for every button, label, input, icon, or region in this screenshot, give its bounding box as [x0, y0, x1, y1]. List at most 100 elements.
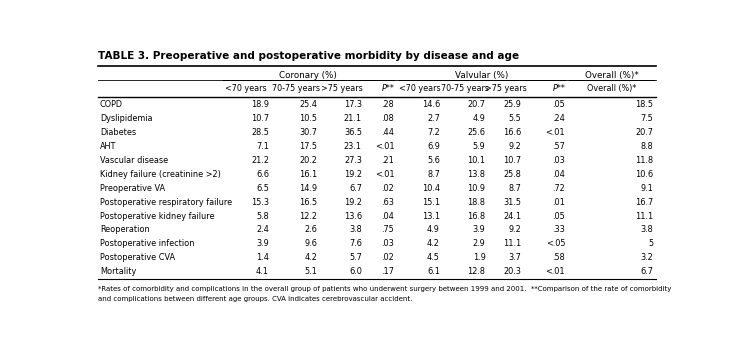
Text: 5.6: 5.6 [427, 156, 440, 165]
Text: P**: P** [381, 84, 395, 93]
Text: 8.7: 8.7 [427, 169, 440, 179]
Text: 2.4: 2.4 [257, 226, 269, 235]
Text: .21: .21 [381, 156, 395, 165]
Text: Valvular (%): Valvular (%) [456, 71, 509, 80]
Text: 21.1: 21.1 [344, 114, 362, 123]
Text: .72: .72 [553, 183, 565, 192]
Text: 3.2: 3.2 [641, 253, 653, 262]
Text: .04: .04 [381, 212, 395, 221]
Text: 16.7: 16.7 [635, 198, 653, 207]
Text: .63: .63 [381, 198, 395, 207]
Text: 4.9: 4.9 [473, 114, 486, 123]
Text: 10.1: 10.1 [467, 156, 486, 165]
Text: 14.6: 14.6 [422, 100, 440, 109]
Text: 19.2: 19.2 [344, 198, 362, 207]
Text: 5.5: 5.5 [509, 114, 521, 123]
Text: *Rates of comorbidity and complications in the overall group of patients who und: *Rates of comorbidity and complications … [98, 286, 671, 292]
Text: 4.9: 4.9 [427, 226, 440, 235]
Text: 23.1: 23.1 [344, 142, 362, 151]
Text: 27.3: 27.3 [344, 156, 362, 165]
Text: 5.8: 5.8 [257, 212, 269, 221]
Text: .02: .02 [381, 183, 395, 192]
Text: .03: .03 [381, 239, 395, 248]
Text: 9.6: 9.6 [304, 239, 318, 248]
Text: 11.8: 11.8 [635, 156, 653, 165]
Text: Coronary (%): Coronary (%) [279, 71, 337, 80]
Text: 25.8: 25.8 [503, 169, 521, 179]
Text: and complications between different age groups. CVA indicates cerebrovascular ac: and complications between different age … [98, 295, 412, 301]
Text: <.01: <.01 [545, 128, 565, 137]
Text: .02: .02 [381, 253, 395, 262]
Text: Overall (%)*: Overall (%)* [585, 71, 639, 80]
Text: 70-75 years: 70-75 years [441, 84, 489, 93]
Text: 16.6: 16.6 [503, 128, 521, 137]
Text: Mortality: Mortality [100, 267, 136, 276]
Text: .17: .17 [381, 267, 395, 276]
Text: 1.4: 1.4 [256, 253, 269, 262]
Text: 2.9: 2.9 [473, 239, 486, 248]
Text: 4.2: 4.2 [304, 253, 318, 262]
Text: 19.2: 19.2 [344, 169, 362, 179]
Text: TABLE 3. Preoperative and postoperative morbidity by disease and age: TABLE 3. Preoperative and postoperative … [98, 51, 519, 61]
Text: 70-75 years: 70-75 years [271, 84, 320, 93]
Text: 9.2: 9.2 [509, 142, 521, 151]
Text: 11.1: 11.1 [503, 239, 521, 248]
Text: 5.1: 5.1 [304, 267, 318, 276]
Text: 13.6: 13.6 [344, 212, 362, 221]
Text: 10.7: 10.7 [503, 156, 521, 165]
Text: 25.6: 25.6 [467, 128, 486, 137]
Text: >75 years: >75 years [485, 84, 526, 93]
Text: 6.0: 6.0 [349, 267, 362, 276]
Text: 16.8: 16.8 [467, 212, 486, 221]
Text: <.01: <.01 [375, 142, 395, 151]
Text: .75: .75 [381, 226, 395, 235]
Text: 2.6: 2.6 [304, 226, 318, 235]
Text: 20.7: 20.7 [636, 128, 653, 137]
Text: 2.7: 2.7 [427, 114, 440, 123]
Text: 12.2: 12.2 [299, 212, 318, 221]
Text: .57: .57 [553, 142, 565, 151]
Text: Dyslipidemia: Dyslipidemia [100, 114, 152, 123]
Text: 3.9: 3.9 [257, 239, 269, 248]
Text: 1.9: 1.9 [473, 253, 486, 262]
Text: 17.5: 17.5 [299, 142, 318, 151]
Text: Preoperative VA: Preoperative VA [100, 183, 165, 192]
Text: 6.6: 6.6 [256, 169, 269, 179]
Text: 8.8: 8.8 [641, 142, 653, 151]
Text: 20.3: 20.3 [503, 267, 521, 276]
Text: >75 years: >75 years [321, 84, 363, 93]
Text: 36.5: 36.5 [344, 128, 362, 137]
Text: 11.1: 11.1 [635, 212, 653, 221]
Text: 4.2: 4.2 [427, 239, 440, 248]
Text: Overall (%)*: Overall (%)* [587, 84, 637, 93]
Text: 12.8: 12.8 [467, 267, 486, 276]
Text: Postoperative respiratory failure: Postoperative respiratory failure [100, 198, 232, 207]
Text: 15.3: 15.3 [251, 198, 269, 207]
Text: .05: .05 [553, 100, 565, 109]
Text: 9.1: 9.1 [641, 183, 653, 192]
Text: 18.8: 18.8 [467, 198, 486, 207]
Text: 7.2: 7.2 [427, 128, 440, 137]
Text: 7.5: 7.5 [641, 114, 653, 123]
Text: 13.1: 13.1 [422, 212, 440, 221]
Text: 10.9: 10.9 [467, 183, 486, 192]
Text: .05: .05 [553, 212, 565, 221]
Text: 8.7: 8.7 [509, 183, 521, 192]
Text: .08: .08 [381, 114, 395, 123]
Text: 17.3: 17.3 [344, 100, 362, 109]
Text: <70 years: <70 years [225, 84, 267, 93]
Text: COPD: COPD [100, 100, 123, 109]
Text: 10.4: 10.4 [422, 183, 440, 192]
Text: 24.1: 24.1 [503, 212, 521, 221]
Text: 20.7: 20.7 [467, 100, 486, 109]
Text: 10.5: 10.5 [299, 114, 318, 123]
Text: Postoperative kidney failure: Postoperative kidney failure [100, 212, 215, 221]
Text: 20.2: 20.2 [300, 156, 318, 165]
Text: <.01: <.01 [375, 169, 395, 179]
Text: Postoperative infection: Postoperative infection [100, 239, 194, 248]
Text: 3.8: 3.8 [349, 226, 362, 235]
Text: 31.5: 31.5 [503, 198, 521, 207]
Text: 4.5: 4.5 [427, 253, 440, 262]
Text: 6.7: 6.7 [641, 267, 653, 276]
Text: 4.1: 4.1 [256, 267, 269, 276]
